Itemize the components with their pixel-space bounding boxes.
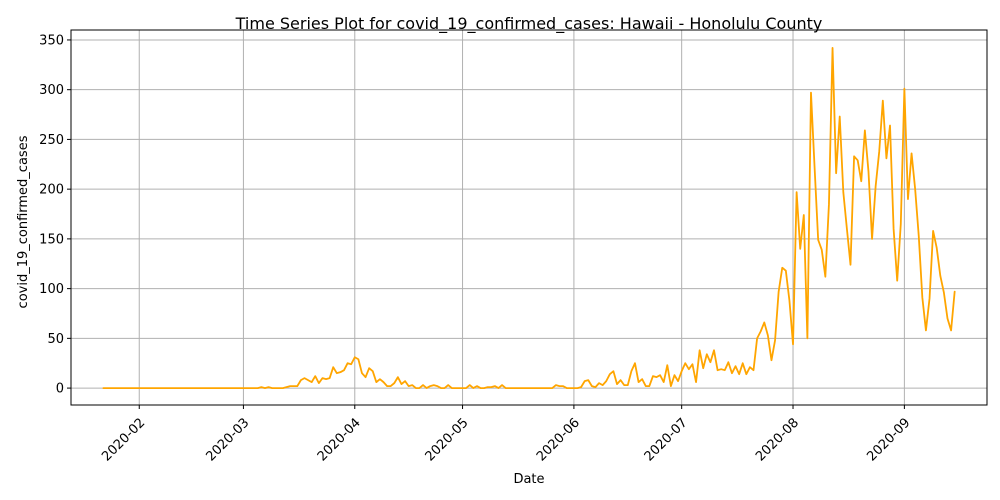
y-tick-label: 350 bbox=[39, 33, 64, 48]
y-axis-title: covid_19_confirmed_cases bbox=[16, 135, 31, 308]
plot-frame bbox=[70, 29, 988, 406]
y-tick-label: 250 bbox=[39, 133, 64, 148]
y-tick-label: 100 bbox=[39, 282, 64, 297]
y-tick-label: 0 bbox=[56, 382, 64, 397]
series-layer bbox=[102, 47, 956, 389]
y-axis-ticks: 0 50 100 150 200 250 300 350 bbox=[39, 33, 71, 397]
y-tick-label: 150 bbox=[39, 232, 64, 247]
x-axis-title: Date bbox=[513, 472, 544, 487]
y-tick-label: 200 bbox=[39, 183, 64, 198]
chart-title: Time Series Plot for covid_19_confirmed_… bbox=[235, 14, 823, 34]
y-tick-label: 300 bbox=[39, 83, 64, 98]
series-line bbox=[102, 47, 956, 389]
y-tick-label: 50 bbox=[47, 332, 64, 347]
